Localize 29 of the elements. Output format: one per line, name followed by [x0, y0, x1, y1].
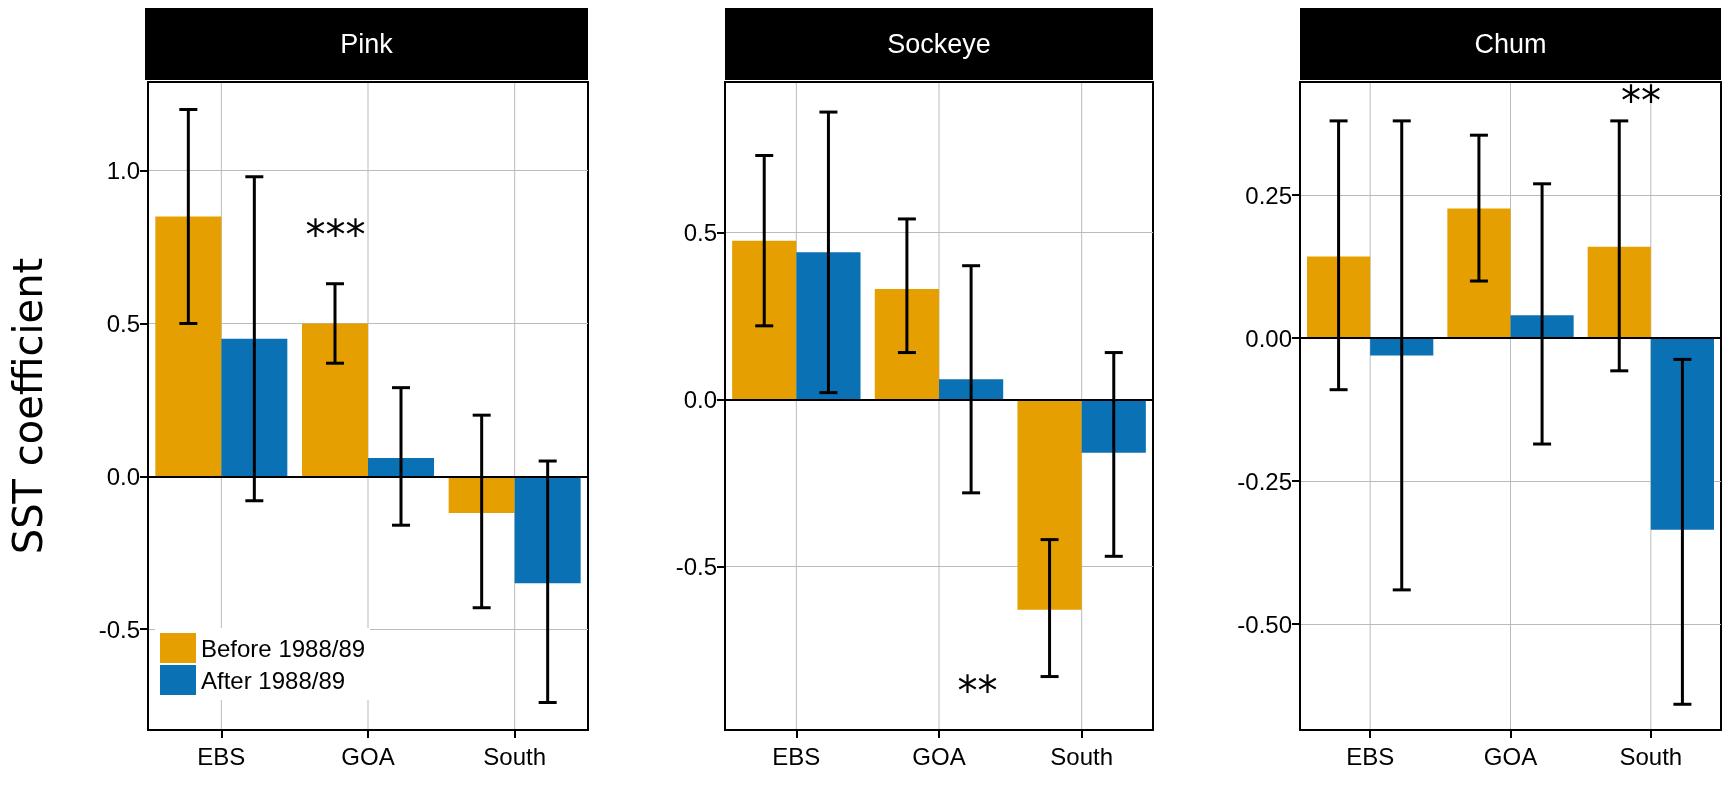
y-tick-label: -0.5 — [675, 552, 717, 580]
chart-title: Chum — [1300, 8, 1721, 80]
x-tick-label: GOA — [1483, 742, 1538, 770]
y-axis-title: SST coefficient — [5, 257, 51, 555]
x-tick-label: South — [1619, 742, 1683, 770]
annotation: ** — [1621, 78, 1662, 125]
x-tick-label: EBS — [197, 742, 246, 770]
x-tick-label: EBS — [1346, 742, 1395, 770]
y-tick-label: -0.5 — [98, 615, 140, 643]
x-tick-label: GOA — [912, 742, 966, 770]
chart-title: Pink — [145, 8, 588, 80]
annotation: ** — [957, 668, 998, 715]
y-tick-label: 0.00 — [1245, 324, 1292, 352]
chart-title: Sockeye — [725, 8, 1153, 80]
annotation: *** — [305, 211, 366, 258]
x-tick-label: South — [483, 742, 547, 770]
y-tick-label: 0.0 — [683, 385, 717, 413]
x-tick-label: GOA — [341, 742, 395, 770]
x-tick-label: South — [1050, 742, 1114, 770]
y-tick-label: 1.0 — [106, 157, 140, 185]
y-tick-label: -0.25 — [1237, 467, 1292, 495]
y-tick-label: 0.5 — [683, 218, 717, 246]
y-tick-label: 0.25 — [1245, 181, 1292, 209]
legend-label: After 1988/89 — [201, 666, 346, 694]
x-tick-label: EBS — [772, 742, 821, 770]
legend-label: Before 1988/89 — [201, 634, 366, 662]
y-tick-label: 0.0 — [106, 462, 140, 490]
y-tick-label: 0.5 — [106, 309, 140, 337]
y-tick-label: -0.50 — [1237, 610, 1292, 638]
